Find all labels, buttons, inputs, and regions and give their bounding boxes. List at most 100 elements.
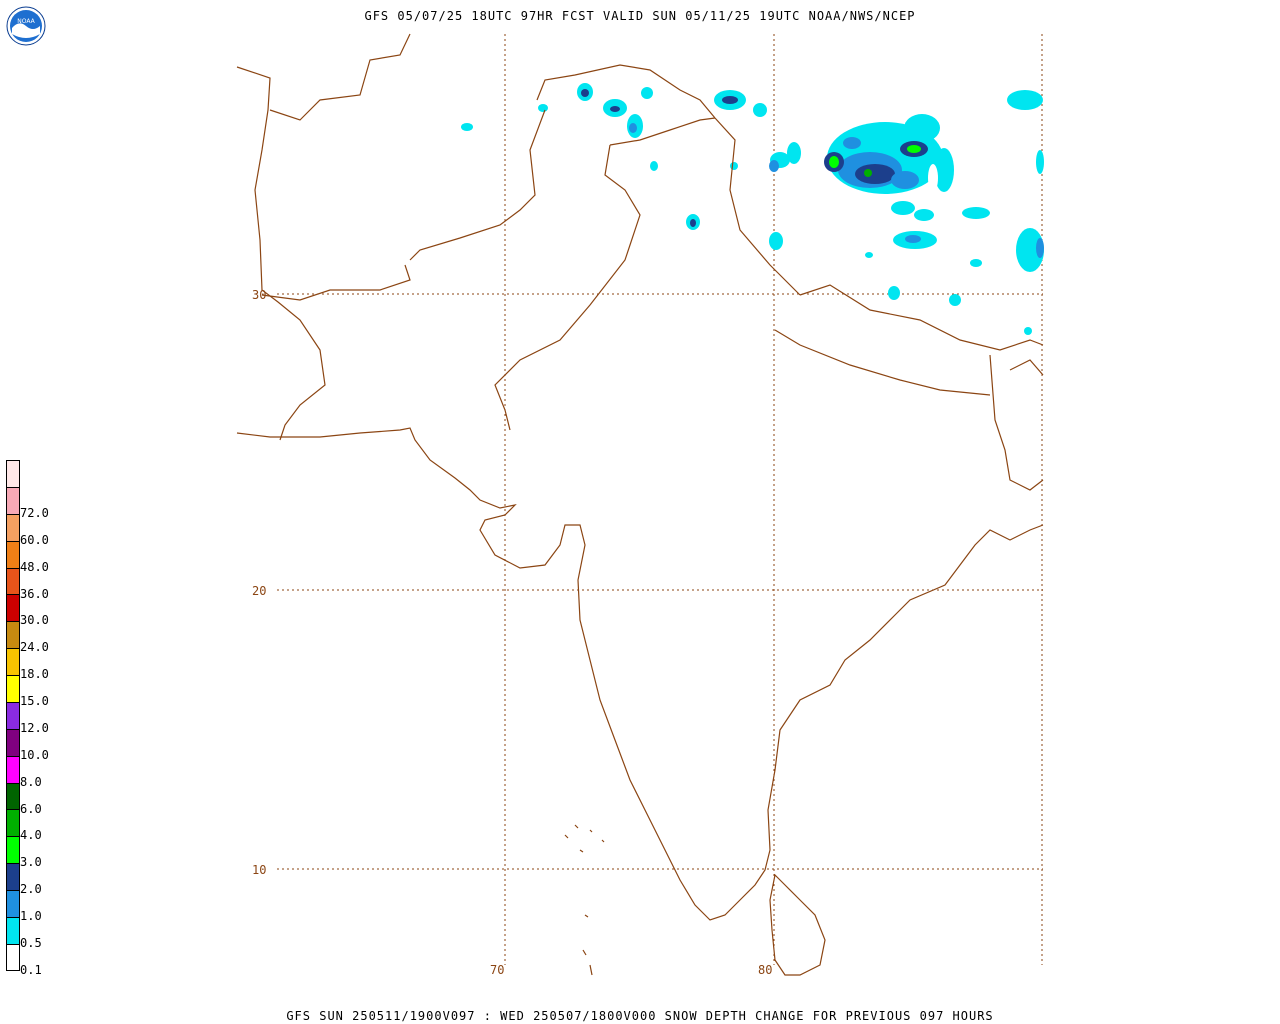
- colorbar-segment: [6, 701, 20, 729]
- snow-patch: [829, 156, 839, 168]
- snow-patch: [864, 169, 872, 177]
- colorbar-label: 1.0: [20, 909, 42, 924]
- snow-patch: [722, 96, 738, 104]
- snow-patch: [538, 104, 548, 112]
- snow-patch: [690, 219, 696, 227]
- snow-patch: [934, 148, 954, 192]
- colorbar-label: 72.0: [20, 505, 49, 520]
- snow-patch: [769, 232, 783, 250]
- snow-patch: [891, 171, 919, 189]
- colorbar-segment: [6, 755, 20, 783]
- lat-label-10: 10: [252, 863, 266, 877]
- colorbar-segment: [6, 648, 20, 675]
- snow-patch: [753, 103, 767, 117]
- afghanistan-pakistan-border: [409, 109, 546, 261]
- colorbar-label: 18.0: [20, 667, 49, 682]
- colorbar-segment: [6, 540, 20, 568]
- lon-label-80: 80: [758, 963, 772, 977]
- lakshadweep-islands: [564, 824, 605, 853]
- india-china-west-border: [714, 117, 801, 296]
- colorbar-label: 0.1: [20, 962, 42, 977]
- nepal-india-border: [774, 329, 991, 396]
- snow-patch: [904, 114, 940, 142]
- snow-patch: [1036, 150, 1044, 174]
- snow-patch: [769, 160, 779, 172]
- snow-patch: [641, 87, 653, 99]
- snow-patch: [1007, 90, 1043, 110]
- colorbar-segment: [6, 890, 20, 917]
- lat-label-20: 20: [252, 584, 266, 598]
- bangladesh-border: [989, 354, 1044, 491]
- pamir-border: [536, 64, 716, 119]
- colorbar-label: 6.0: [20, 801, 42, 816]
- colorbar-label: 48.0: [20, 559, 49, 574]
- colorbar-label: 30.0: [20, 613, 49, 628]
- snow-patch: [787, 142, 801, 164]
- snow-gap: [928, 164, 938, 192]
- snow-patch: [1016, 228, 1044, 272]
- colorbar-label: 8.0: [20, 774, 42, 789]
- iran-pakistan-border: [261, 264, 411, 301]
- colorbar-segment: [6, 594, 20, 622]
- lat-label-30: 30: [252, 288, 266, 302]
- borders-and-coastlines: [236, 33, 1044, 976]
- map-title: GFS 05/07/25 18UTC 97HR FCST VALID SUN 0…: [364, 9, 916, 23]
- snow-patch: [905, 235, 921, 243]
- colorbar-label: 36.0: [20, 586, 49, 601]
- colorbar-segment: [6, 916, 20, 944]
- snow-patch: [1036, 238, 1044, 258]
- colorbar-segment: [6, 728, 20, 756]
- colorbar-segment: [6, 513, 20, 541]
- colorbar-label: 2.0: [20, 882, 42, 897]
- colorbar-segment: [6, 621, 20, 649]
- snow-patch: [1024, 327, 1032, 335]
- colorbar-segment: [6, 782, 20, 810]
- snow-patch: [855, 164, 895, 184]
- snow-patch: [970, 259, 982, 267]
- snow-patch: [650, 161, 658, 171]
- map-caption: GFS SUN 250511/1900V097 : WED 250507/180…: [286, 1009, 994, 1023]
- colorbar-segment: [6, 943, 20, 971]
- snow-patch: [891, 201, 915, 215]
- sri-lanka-coastline: [769, 873, 826, 976]
- colorbar-segment: [6, 567, 20, 595]
- snow-patch: [629, 123, 637, 133]
- snow-patch: [907, 145, 921, 153]
- india-coastline: [236, 427, 1044, 921]
- snow-patch: [914, 209, 934, 221]
- snow-depth-shading: [461, 83, 1044, 335]
- colorbar-label: 4.0: [20, 828, 42, 843]
- snow-patch: [888, 286, 900, 300]
- snow-patch: [962, 207, 990, 219]
- colorbar-segment: [6, 675, 20, 702]
- colorbar-segment: [6, 486, 20, 514]
- snow-patch: [865, 252, 873, 258]
- noaa-logo-icon: NOAA: [6, 6, 46, 46]
- china-nepal-border: [799, 284, 1044, 351]
- india-pakistan-border: [494, 144, 641, 431]
- maldives-islands: [582, 914, 593, 976]
- colorbar-label: 10.0: [20, 747, 49, 762]
- afghanistan-west-border: [236, 66, 326, 441]
- snow-patch: [581, 89, 589, 97]
- snow-patch: [843, 137, 861, 149]
- colorbar-segment: [6, 836, 20, 864]
- kashmir-border: [609, 117, 716, 146]
- colorbar: [6, 460, 20, 971]
- lon-label-70: 70: [490, 963, 504, 977]
- colorbar-label: 15.0: [20, 694, 49, 709]
- bhutan-border: [1009, 359, 1044, 376]
- colorbar-label: 3.0: [20, 855, 42, 870]
- snow-patch: [610, 106, 620, 112]
- logo-text: NOAA: [17, 18, 35, 25]
- snow-patch: [730, 162, 738, 170]
- lat-lon-grid: [277, 34, 1043, 965]
- colorbar-segment: [6, 863, 20, 890]
- colorbar-label: 0.5: [20, 935, 42, 950]
- colorbar-segment: [6, 809, 20, 837]
- colorbar-label: 24.0: [20, 640, 49, 655]
- snow-patch: [949, 294, 961, 306]
- snow-patch: [461, 123, 473, 131]
- colorbar-segment: [6, 460, 20, 487]
